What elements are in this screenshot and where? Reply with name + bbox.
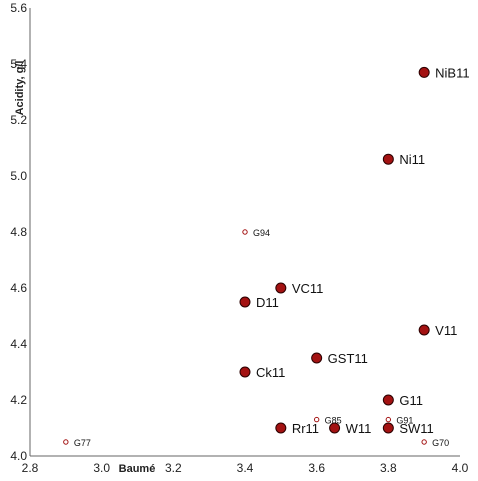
y-tick-label: 4.2 [10, 393, 27, 407]
data-label: Rr11 [292, 421, 319, 436]
point-labels: NiB11 Ni11 VC11 D11 V11 GST11 Ck11 G11 Rr11 W11 SW… [74, 65, 470, 448]
y-tick-label: 5.6 [10, 1, 27, 15]
x-tick-label: 3.4 [237, 461, 254, 475]
data-point [421, 439, 427, 445]
data-point [239, 366, 251, 378]
data-label: NiB11 [435, 65, 469, 80]
x-tick-label: 3.8 [380, 461, 397, 475]
data-point [239, 296, 251, 308]
x-tick-label: 3.0 [93, 461, 110, 475]
data-label: G85 [325, 416, 342, 426]
x-tick-label: 3.2 [165, 461, 182, 475]
data-point [382, 422, 394, 434]
data-label: W11 [346, 421, 372, 436]
data-point [242, 229, 248, 235]
x-tick-labels: 2.8 3.0 3.2 3.4 3.6 3.8 4.0 [22, 461, 469, 475]
data-label: GST11 [328, 351, 368, 366]
data-point [385, 416, 392, 423]
data-label: V11 [435, 323, 457, 338]
data-label: SW11 [399, 421, 433, 436]
x-tick-label: 2.8 [22, 461, 39, 475]
data-point [329, 422, 341, 434]
y-tick-label: 4.6 [10, 281, 27, 295]
y-tick-label: 5.2 [10, 113, 27, 127]
y-tick-labels: 4.0 4.2 4.4 4.6 4.8 5.0 5.2 5.4 5.6 [10, 1, 27, 463]
data-label: G11 [399, 393, 423, 408]
y-tick-label: 4.4 [10, 337, 27, 351]
data-point [275, 422, 287, 434]
data-point [275, 282, 287, 294]
data-label: G94 [253, 228, 270, 238]
data-label: G77 [74, 438, 91, 448]
data-points [63, 66, 430, 445]
data-point [313, 416, 320, 423]
x-tick-label: 3.6 [308, 461, 325, 475]
data-label: D11 [256, 295, 279, 310]
y-axis-title: Acidity, g/l [14, 61, 26, 116]
y-tick-label: 4.8 [10, 225, 27, 239]
data-label: VC11 [292, 281, 324, 296]
x-tick-label: 4.0 [452, 461, 469, 475]
y-tick-label: 5.4 [10, 57, 27, 71]
data-label: G70 [432, 438, 449, 448]
data-point [418, 66, 430, 78]
y-tick-label: 4.0 [10, 449, 27, 463]
axes [29, 8, 460, 457]
data-point [382, 394, 394, 406]
data-label: G91 [396, 416, 413, 426]
y-tick-label: 5.0 [10, 169, 27, 183]
data-point [382, 153, 394, 165]
data-label: Ni11 [399, 152, 425, 167]
data-point [418, 324, 430, 336]
data-label: Ck11 [256, 365, 285, 380]
data-point [63, 439, 69, 445]
data-point [311, 352, 323, 364]
x-axis-title: Baumé [119, 463, 156, 475]
